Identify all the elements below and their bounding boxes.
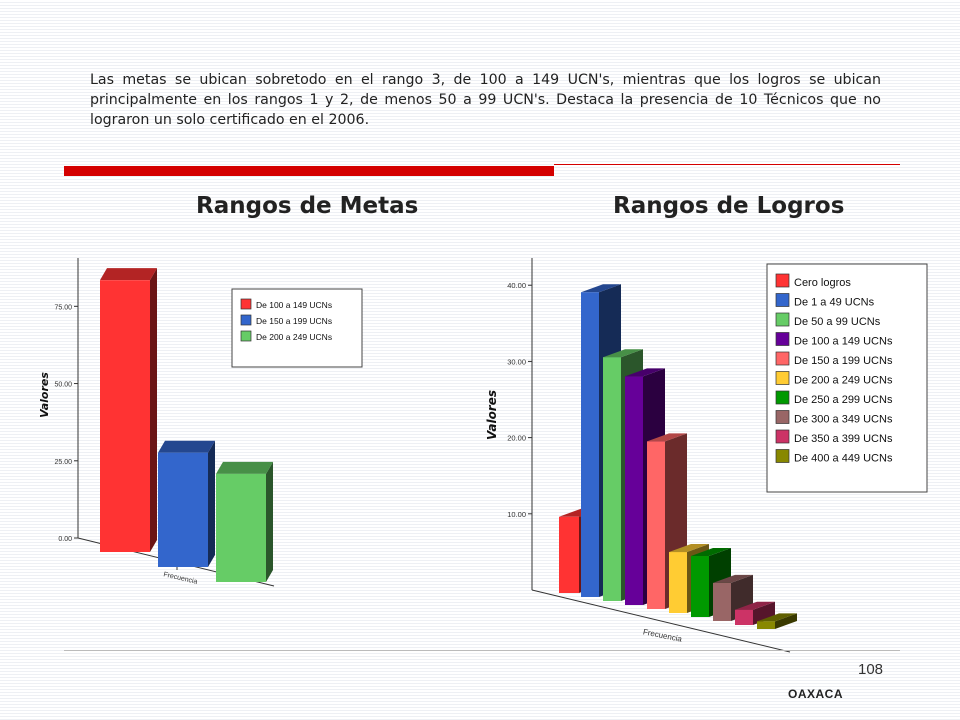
bar-8 xyxy=(735,609,753,625)
y-tick-label-0: 0.00 xyxy=(58,536,72,543)
chart-metas: 0.00 25.00 50.00 75.00 Valores Frecuencia De 1… xyxy=(38,258,363,587)
bar-2 xyxy=(216,473,266,582)
bar-side-1 xyxy=(208,440,215,567)
red-divider-line xyxy=(554,164,900,165)
legend-label-6: De 250 a 299 UCNs xyxy=(794,394,893,406)
legend-label-5: De 200 a 249 UCNs xyxy=(794,375,893,387)
bar-top-4 xyxy=(647,433,687,442)
legend-label-2: De 50 a 99 UCNs xyxy=(794,316,881,328)
bar-top-0 xyxy=(100,268,157,281)
bar-side-8 xyxy=(753,601,775,625)
intro-paragraph: Las metas se ubican sobretodo en el rang… xyxy=(90,72,881,128)
bar-top-6 xyxy=(691,548,731,557)
legend-swatch-9 xyxy=(775,449,790,463)
bar-1 xyxy=(581,292,599,597)
bar-7 xyxy=(713,582,731,621)
x-axis-label: Frecuencia xyxy=(163,571,198,586)
bar-side-0 xyxy=(150,268,157,552)
y-tick-label-2: 30.00 xyxy=(507,357,526,366)
x-axis xyxy=(531,589,791,653)
bar-6 xyxy=(691,556,709,617)
legend-swatch-1 xyxy=(775,293,790,307)
legend-label-0: Cero logros xyxy=(794,277,851,289)
bar-2 xyxy=(603,357,621,601)
legend-swatch-5 xyxy=(775,371,790,385)
y-tick-label-3: 75.00 xyxy=(54,304,72,311)
footer-divider xyxy=(64,650,900,651)
legend-label-2: De 200 a 249 UCNs xyxy=(256,332,332,342)
bar-side-2 xyxy=(266,461,273,582)
y-tick-label-3: 40.00 xyxy=(507,281,526,290)
bar-top-3 xyxy=(625,368,665,377)
red-divider-bar xyxy=(64,166,554,176)
chart-title-logros: Rangos de Logros xyxy=(613,193,845,219)
chart-logros: 10.00 20.00 30.00 40.00 Valores Frecuencia Cer… xyxy=(485,258,928,653)
bar-5 xyxy=(669,552,687,613)
y-tick-label-1: 25.00 xyxy=(54,459,72,466)
bar-top-7 xyxy=(713,574,753,583)
chart-title-metas: Rangos de Metas xyxy=(196,193,419,219)
y-tick-label-1: 20.00 xyxy=(507,434,526,443)
legend-swatch-0 xyxy=(240,298,252,310)
legend-swatch-6 xyxy=(775,390,790,405)
bar-top-2 xyxy=(216,461,273,474)
bar-0 xyxy=(100,280,150,552)
bar-3 xyxy=(625,376,643,605)
bar-4 xyxy=(647,441,665,609)
bar-top-2 xyxy=(603,349,643,358)
legend-swatch-8 xyxy=(775,429,790,444)
legend-label-0: De 100 a 149 UCNs xyxy=(256,300,332,310)
legend-label-1: De 1 a 49 UCNs xyxy=(794,297,875,309)
legend-swatch-1 xyxy=(240,314,252,326)
legend-label-3: De 100 a 149 UCNs xyxy=(794,336,893,348)
legend-swatch-7 xyxy=(775,410,790,424)
y-tick-label-0: 10.00 xyxy=(507,510,526,519)
legend-label-4: De 150 a 199 UCNs xyxy=(794,355,893,367)
legend-label-9: De 400 a 449 UCNs xyxy=(794,453,893,465)
bar-top-9 xyxy=(757,613,797,622)
bar-9 xyxy=(757,621,775,629)
legend-swatch-0 xyxy=(775,273,790,288)
legend-label-1: De 150 a 199 UCNs xyxy=(256,316,332,326)
bar-top-5 xyxy=(669,544,709,553)
bar-top-1 xyxy=(581,284,621,293)
y-axis-label: Valores xyxy=(485,390,499,440)
bar-1 xyxy=(158,452,208,567)
bar-side-9 xyxy=(775,613,797,629)
footer-label: OAXACA xyxy=(788,687,844,701)
bar-top-8 xyxy=(735,601,775,610)
y-axis-label: Valores xyxy=(38,372,51,418)
bar-0 xyxy=(559,516,579,593)
legend-label-7: De 300 a 349 UCNs xyxy=(794,414,893,426)
legend-swatch-4 xyxy=(775,351,790,366)
legend-label-8: De 350 a 399 UCNs xyxy=(794,433,893,445)
bar-top-1 xyxy=(158,440,215,453)
page-number: 108 xyxy=(858,661,884,678)
legend-box xyxy=(231,288,363,368)
legend-box xyxy=(766,263,928,493)
legend-swatch-3 xyxy=(775,332,790,346)
legend-swatch-2 xyxy=(775,312,790,327)
y-tick-label-2: 50.00 xyxy=(54,382,72,389)
legend-swatch-2 xyxy=(240,330,252,342)
x-axis-label: Frecuencia xyxy=(642,627,683,643)
